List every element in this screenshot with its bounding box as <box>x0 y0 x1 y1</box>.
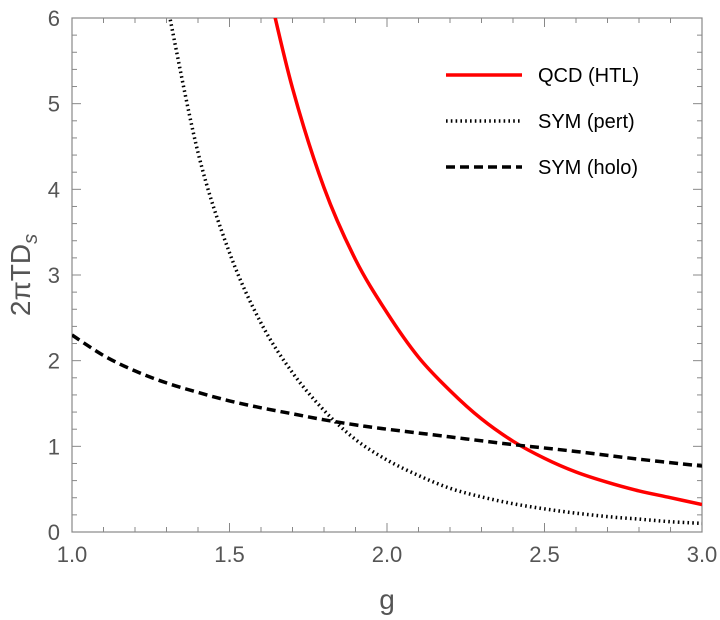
x-tick-label: 2.0 <box>372 542 403 567</box>
series-line-qcd-htl <box>273 18 702 507</box>
y-tick-label: 6 <box>48 6 60 31</box>
y-axis-label-subscript: s <box>20 234 42 244</box>
y-tick-label: 0 <box>48 520 60 545</box>
x-tick-label: 2.5 <box>529 542 560 567</box>
y-tick-label: 5 <box>48 92 60 117</box>
y-tick-label: 3 <box>48 263 60 288</box>
series-line-sym-pert <box>168 18 702 526</box>
y-axis-label-main: 2πTD <box>5 244 36 316</box>
legend: QCD (HTL) SYM (pert) SYM (holo) <box>446 65 639 179</box>
legend-label: QCD (HTL) <box>538 65 639 87</box>
x-tick-label: 1.5 <box>214 542 245 567</box>
legend-label: SYM (pert) <box>538 111 635 133</box>
legend-label: SYM (holo) <box>538 157 638 179</box>
y-tick-label: 1 <box>48 434 60 459</box>
x-tick-label: 3.0 <box>687 542 718 567</box>
y-tick-label: 4 <box>48 177 60 202</box>
y-axis-label: 2πTDs <box>5 234 42 316</box>
x-axis-label: g <box>379 584 395 615</box>
x-tick-label: 1.0 <box>57 542 88 567</box>
axis-ticks: 1.0 1.5 2.0 2.5 3.0 0 1 2 3 4 5 6 <box>48 6 718 567</box>
series-layer <box>72 18 702 526</box>
y-tick-label: 2 <box>48 349 60 374</box>
series-line-sym-holo <box>72 333 702 468</box>
